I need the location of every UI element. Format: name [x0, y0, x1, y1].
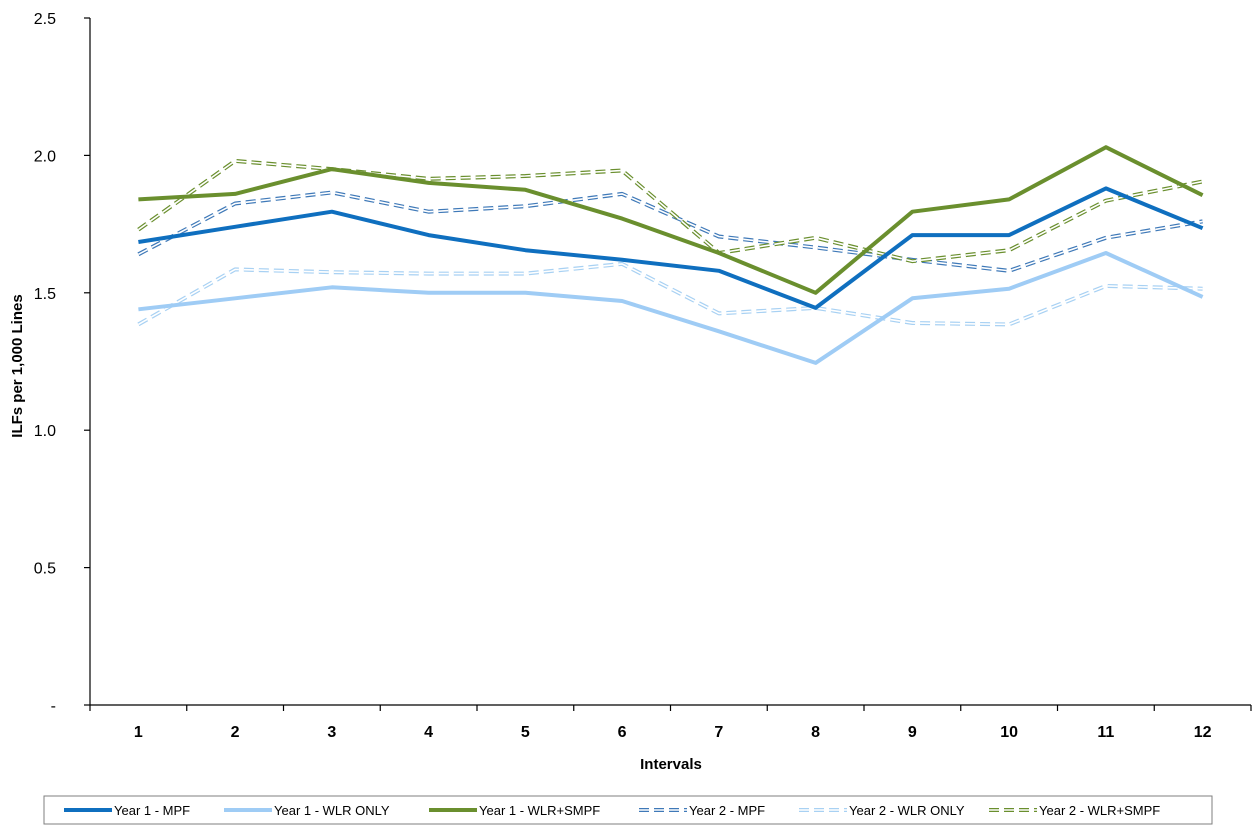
y-axis-ticks: - 0.5 1.0 1.5 2.0 2.5: [34, 11, 90, 715]
series-layer: [137, 145, 1204, 365]
x-tick-label: 5: [521, 724, 530, 741]
legend-label: Year 2 - MPF: [689, 803, 765, 818]
legend-item: Year 1 - WLR ONLY: [224, 803, 390, 818]
y-tick-label: -: [51, 698, 56, 715]
legend-item: Year 1 - WLR+SMPF: [429, 803, 600, 818]
legend-item: Year 2 - WLR ONLY: [799, 803, 965, 818]
series-path: [138, 251, 1204, 365]
legend-item: Year 2 - WLR+SMPF: [989, 803, 1160, 818]
x-tick-label: 6: [618, 724, 627, 741]
x-tick-label: 11: [1097, 724, 1114, 741]
series-line: [137, 261, 1203, 327]
x-tick-label: 7: [714, 724, 723, 741]
x-tick-label: 2: [231, 724, 240, 741]
series-path: [138, 145, 1204, 295]
legend-label: Year 2 - WLR ONLY: [849, 803, 965, 818]
series-line: [138, 145, 1204, 295]
legend-label: Year 1 - WLR+SMPF: [479, 803, 600, 818]
y-tick-label: 1.0: [34, 423, 56, 440]
x-tick-label: 10: [1000, 724, 1018, 741]
series-line: [137, 190, 1203, 273]
y-tick-label: 0.5: [34, 561, 56, 578]
series-path-core: [138, 263, 1203, 326]
x-axis-ticks: 1 2 3 4 5 6 7 8 9 10 11 12: [89, 705, 1252, 741]
x-tick-label: 9: [908, 724, 917, 741]
series-line: [138, 251, 1204, 365]
series-path: [138, 186, 1204, 310]
x-tick-label: 3: [327, 724, 336, 741]
legend-label: Year 1 - WLR ONLY: [274, 803, 390, 818]
series-path-core: [137, 160, 1203, 262]
x-tick-label: 12: [1194, 724, 1212, 741]
x-tick-label: 8: [811, 724, 820, 741]
y-axis-title: ILFs per 1,000 Lines: [9, 294, 26, 437]
x-tick-label: 4: [424, 724, 433, 741]
y-tick-label: 1.5: [34, 286, 56, 303]
legend-item: Year 1 - MPF: [64, 803, 190, 818]
legend-label: Year 2 - WLR+SMPF: [1039, 803, 1160, 818]
legend-item: Year 2 - MPF: [639, 803, 765, 818]
legend-label: Year 1 - MPF: [114, 803, 190, 818]
series-line: [138, 186, 1204, 310]
x-axis-title: Intervals: [640, 756, 702, 773]
x-tick-label: 1: [134, 724, 143, 741]
y-tick-label: 2.0: [34, 148, 56, 165]
legend: Year 1 - MPF Year 1 - WLR ONLY Year 1 - WL…: [43, 795, 1213, 825]
y-tick-label: 2.5: [34, 11, 56, 28]
